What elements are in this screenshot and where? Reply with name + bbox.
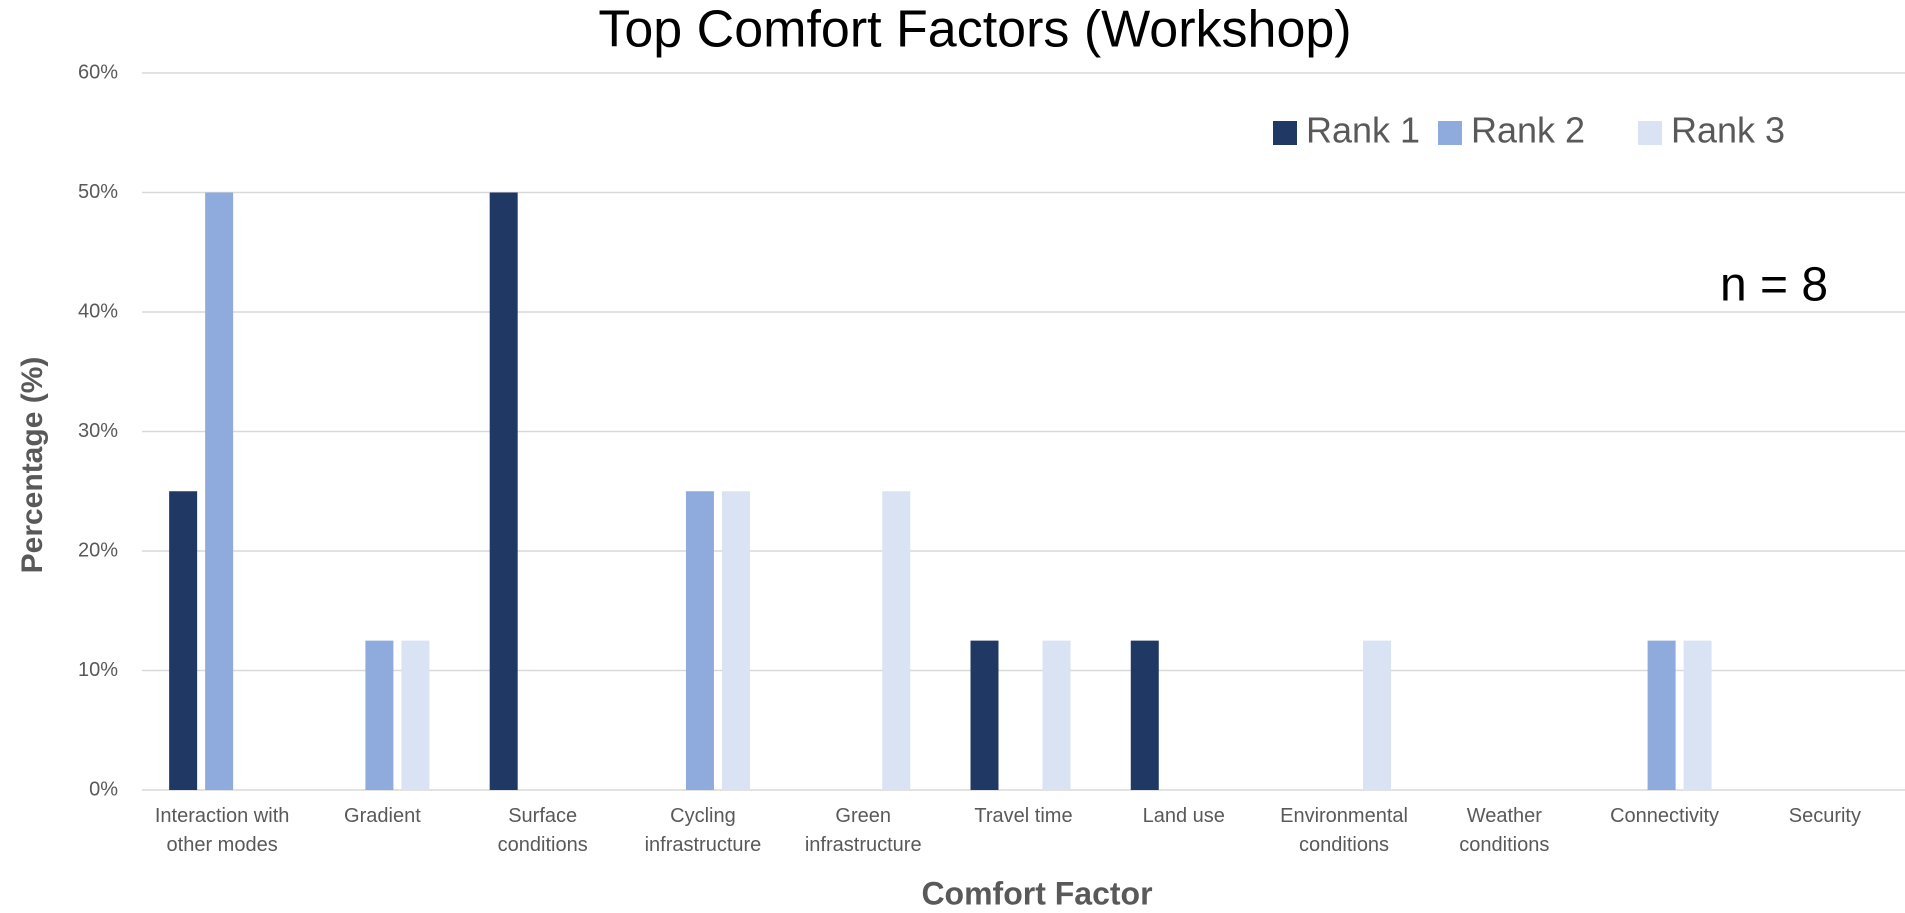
- bar: [882, 491, 911, 790]
- legend-swatch: [1273, 121, 1297, 145]
- x-tick-label: Land use: [1142, 805, 1225, 827]
- legend-label: Rank 2: [1471, 110, 1585, 151]
- y-tick-label: 10%: [78, 659, 118, 681]
- x-tick-label: Security: [1788, 805, 1861, 827]
- x-tick-label: Interaction with other modes: [154, 805, 290, 856]
- x-tick-label: Travel time: [974, 805, 1073, 827]
- y-axis-title: Percentage (%): [16, 357, 49, 574]
- y-tick-label: 60%: [78, 61, 118, 83]
- chart-title: Top Comfort Factors (Workshop): [598, 1, 1351, 59]
- bar: [1042, 640, 1071, 790]
- bar: [970, 640, 999, 790]
- x-tick-label: Cycling infrastructure: [644, 805, 762, 856]
- bar: [365, 640, 394, 790]
- legend-swatch: [1438, 121, 1462, 145]
- bar: [1130, 640, 1159, 790]
- annotation: n = 8: [1720, 259, 1828, 312]
- x-tick-label: Surface conditions: [497, 805, 588, 856]
- bar: [1683, 640, 1712, 790]
- y-tick-label: 30%: [78, 420, 118, 442]
- bar: [685, 491, 714, 790]
- legend-label: Rank 1: [1306, 110, 1420, 151]
- y-tick-label: 0%: [89, 778, 118, 800]
- bar: [1363, 640, 1392, 790]
- legend-swatch: [1638, 121, 1662, 145]
- x-tick-label: Weather conditions: [1459, 805, 1550, 856]
- bar: [401, 640, 430, 790]
- y-tick-label: 50%: [78, 181, 118, 203]
- bar: [169, 491, 198, 790]
- legend-label: Rank 3: [1671, 110, 1785, 151]
- x-tick-label: Connectivity: [1610, 805, 1720, 827]
- bar: [1647, 640, 1676, 790]
- x-tick-label: Gradient: [344, 805, 421, 827]
- x-tick-label: Environmental conditions: [1280, 805, 1408, 856]
- y-tick-label: 20%: [78, 539, 118, 561]
- x-axis-title: Comfort Factor: [921, 875, 1152, 911]
- bar: [489, 192, 518, 790]
- bar: [205, 192, 234, 790]
- x-tick-label: Green infrastructure: [804, 805, 922, 856]
- bar: [721, 491, 750, 790]
- y-tick-label: 40%: [78, 300, 118, 322]
